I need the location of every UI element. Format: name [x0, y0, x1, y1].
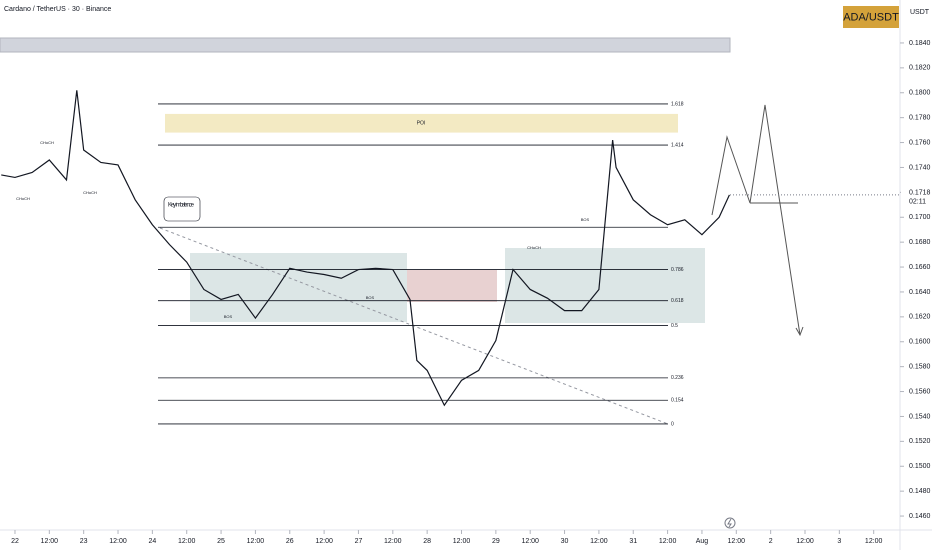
x-tick-label: Aug: [696, 538, 709, 545]
fib-label: 0.786: [671, 267, 684, 273]
countdown-label: 02:11: [909, 199, 926, 206]
y-tick-label: 0.1700: [909, 214, 931, 221]
last-price-label: 0.1718: [909, 190, 931, 197]
annotation: CHoCH: [16, 196, 30, 201]
x-tick-label: 12:00: [384, 538, 402, 545]
annotation: CHoCH: [40, 140, 54, 145]
annotation: BOS: [581, 217, 590, 222]
x-tick-label: 25: [217, 538, 225, 545]
annotation: BOS: [366, 295, 375, 300]
fib-label: 0.154: [671, 398, 684, 404]
x-tick-label: 28: [423, 538, 431, 545]
x-tick-label: 12:00: [109, 538, 127, 545]
x-tick-label: 12:00: [247, 538, 265, 545]
annotation: Key imbalance: [168, 203, 195, 209]
y-tick-label: 0.1640: [909, 289, 931, 296]
x-tick-label: 12:00: [315, 538, 333, 545]
symbol-badge-box: [843, 6, 899, 28]
currency-label: USDT: [910, 9, 930, 16]
annotation: BOS: [224, 314, 233, 319]
x-tick-label: 22: [11, 538, 19, 545]
x-tick-label: 12:00: [796, 538, 814, 545]
x-tick-label: 30: [561, 538, 569, 545]
chart-title: Cardano / TetherUS · 30 · Binance: [4, 6, 111, 13]
y-tick-label: 0.1840: [909, 40, 931, 47]
y-tick-label: 0.1460: [909, 513, 931, 520]
y-tick-label: 0.1820: [909, 65, 931, 72]
price-line: [1, 90, 730, 407]
imbalance-zone: [407, 270, 497, 302]
y-tick-label: 0.1780: [909, 114, 931, 121]
x-tick-label: 12:00: [521, 538, 539, 545]
x-tick-label: 12:00: [178, 538, 196, 545]
x-tick-label: 2: [769, 538, 773, 545]
y-tick-label: 0.1500: [909, 463, 931, 470]
y-tick-label: 0.1660: [909, 264, 931, 271]
x-tick-label: 12:00: [865, 538, 883, 545]
y-tick-label: 0.1540: [909, 413, 931, 420]
fib-label: 1.618: [671, 101, 684, 107]
x-tick-label: 12:00: [728, 538, 746, 545]
annotation: CHoCH: [527, 245, 541, 250]
x-tick-label: 12:00: [453, 538, 471, 545]
y-tick-label: 0.1760: [909, 139, 931, 146]
fib-label: 0.236: [671, 375, 684, 381]
x-tick-label: 29: [492, 538, 500, 545]
y-tick-label: 0.1520: [909, 438, 931, 445]
range-zone: [505, 248, 705, 323]
annotation-box: [163, 196, 201, 222]
x-tick-label: 26: [286, 538, 294, 545]
y-tick-label: 0.1680: [909, 239, 931, 246]
fib-label: 0.618: [671, 298, 684, 304]
x-tick-label: 24: [148, 538, 156, 545]
y-tick-label: 0.1560: [909, 388, 931, 395]
poi-box: [165, 113, 678, 133]
fib-label: 0: [671, 421, 674, 427]
projection-arrow: [795, 326, 804, 337]
x-tick-label: 12:00: [659, 538, 677, 545]
bolt-icon: [724, 517, 736, 529]
x-tick-label: 12:00: [41, 538, 59, 545]
x-tick-label: 3: [837, 538, 841, 545]
x-tick-label: 31: [629, 538, 637, 545]
fib-label: 0.5: [671, 323, 678, 329]
fib-label: 1.414: [671, 142, 684, 148]
symbol-badge: ADA/USDT: [843, 11, 899, 23]
poi-label: POI: [417, 121, 426, 127]
x-tick-label: 23: [80, 538, 88, 545]
y-tick-label: 0.1620: [909, 314, 931, 321]
range-zone: [190, 253, 407, 322]
last-price-tag: [901, 186, 932, 209]
supply-zone: [0, 37, 731, 53]
annotation: CHoCH: [83, 190, 97, 195]
y-tick-label: 0.1580: [909, 363, 931, 370]
y-tick-label: 0.1800: [909, 90, 931, 97]
y-tick-label: 0.1740: [909, 164, 931, 171]
y-tick-label: 0.1600: [909, 339, 931, 346]
trend-line: [159, 227, 669, 425]
x-tick-label: 12:00: [590, 538, 608, 545]
y-tick-label: 0.1480: [909, 488, 931, 495]
x-tick-label: 27: [355, 538, 363, 545]
